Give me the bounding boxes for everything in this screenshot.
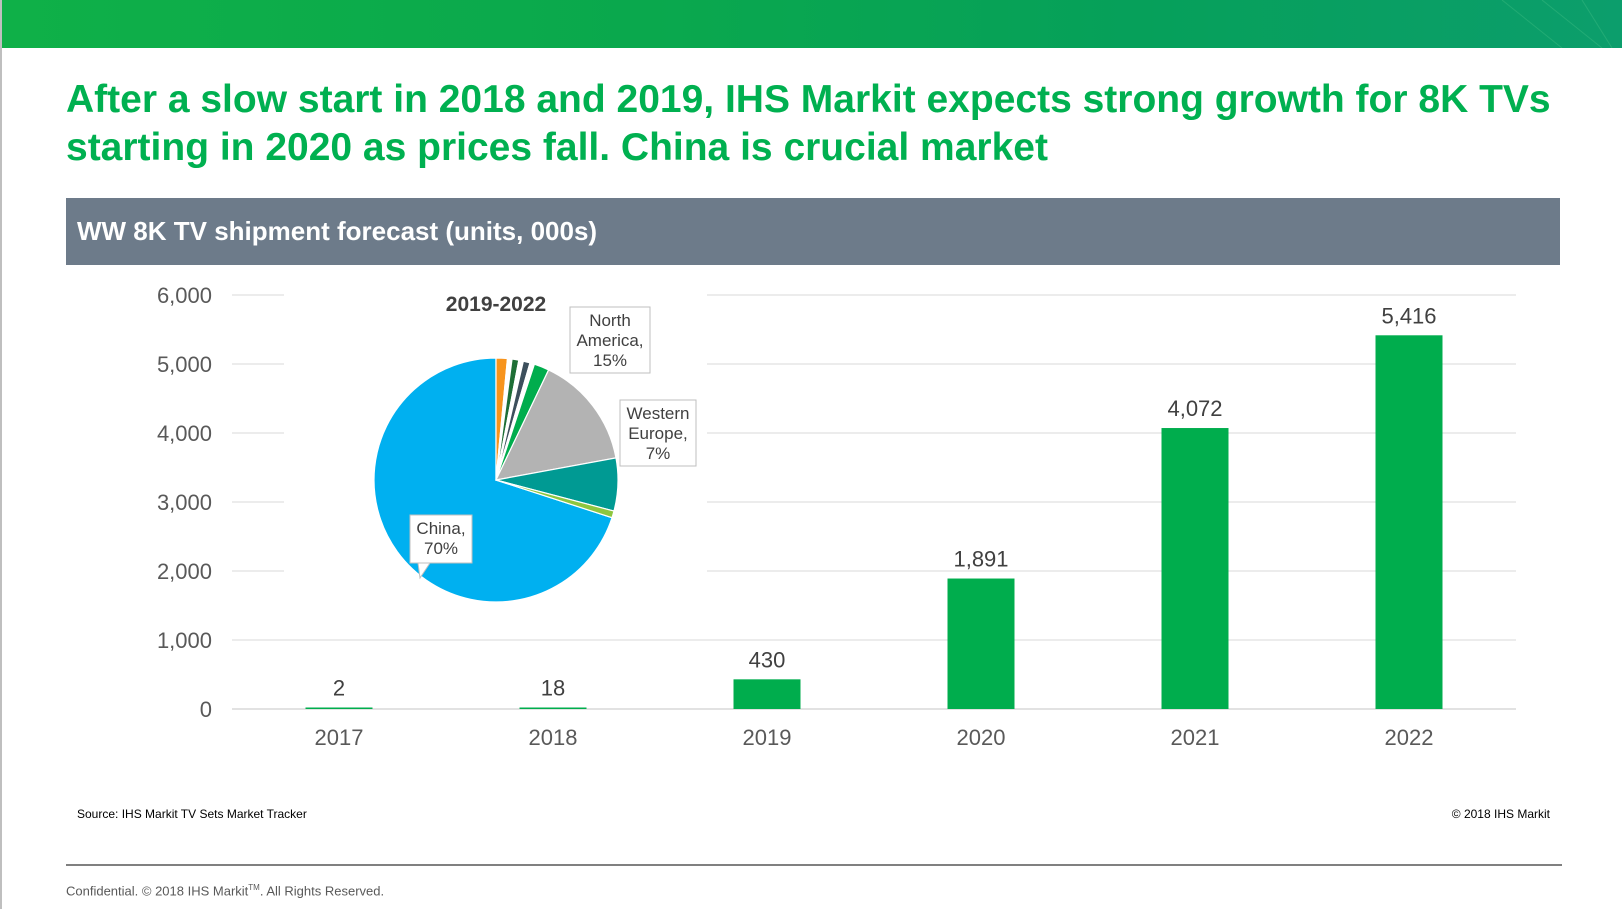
bar-2019 [733,679,801,709]
source-note: Source: IHS Markit TV Sets Market Tracke… [77,807,307,821]
pie-callout-text: North [589,311,631,330]
y-tick-label: 2,000 [157,559,212,584]
trademark-mark: TM [248,883,260,892]
x-tick-label: 2018 [529,725,578,750]
x-tick-label: 2017 [315,725,364,750]
confidential-footer: Confidential. © 2018 IHS MarkitTM. All R… [66,883,384,898]
slide-title: After a slow start in 2018 and 2019, IHS… [66,78,1551,169]
x-tick-label: 2022 [1385,725,1434,750]
y-tick-label: 0 [200,697,212,722]
bar-value-label: 2 [333,676,345,701]
y-tick-label: 1,000 [157,628,212,653]
header-band [2,0,1622,48]
pie-callout-text: 70% [424,539,458,558]
slide-left-border [0,0,2,909]
pie-slice [495,479,615,519]
pie-callout-text: Western [627,404,690,423]
bar-chart: 1,000 2,000 3,000 4,000 5,000 6,000 0 2 2017 18 20… [157,283,1516,750]
x-tick-label: 2019 [743,725,792,750]
bar-value-label: 18 [541,676,565,701]
footer-text-start: Confidential. © 2018 IHS Markit [66,883,249,899]
footer-divider [66,864,1562,866]
y-tick-label: 3,000 [157,490,212,515]
header-band-decoration [1501,0,1613,48]
y-tick-label: 5,000 [157,352,212,377]
y-tick-label: 6,000 [157,283,212,308]
pie-callout-text: America, [576,331,643,350]
pie-callout-text: Europe, [628,424,688,443]
pie-callout-text: 7% [646,444,671,463]
chart-panel-header: WW 8K TV shipment forecast (units, 000s) [66,198,1560,265]
pie-slice [494,369,617,481]
x-tick-label: 2021 [1171,725,1220,750]
pie-callout-text: 15% [593,351,627,370]
bar-2022 [1375,335,1443,709]
copyright-note: © 2018 IHS Markit [1451,807,1550,821]
pie-callout-box [409,514,473,564]
bar-value-label: 430 [749,647,786,672]
pie-callout-box [619,399,697,467]
bar-2020 [947,578,1015,709]
y-tick-label: 4,000 [157,421,212,446]
pie-callout-text: China, [416,519,465,538]
bar-2017 [305,707,373,709]
footer-text-end: . All Rights Reserved. [259,883,385,899]
bar-value-label: 5,416 [1381,303,1436,328]
pie-callout-box [569,306,651,374]
pie-callout-pointer [417,562,431,580]
bar-value-label: 4,072 [1167,396,1222,421]
pie-title: 2019-2022 [446,293,546,316]
chart-panel-title: WW 8K TV shipment forecast (units, 000s) [77,216,598,246]
bar-value-label: 1,891 [953,547,1008,572]
bar-2021 [1161,428,1229,709]
bar-2018 [519,707,587,709]
x-tick-label: 2020 [957,725,1006,750]
